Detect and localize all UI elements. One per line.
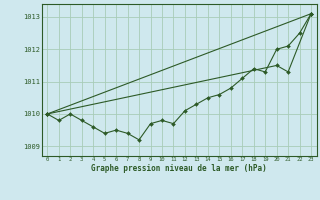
X-axis label: Graphe pression niveau de la mer (hPa): Graphe pression niveau de la mer (hPa)	[91, 164, 267, 173]
